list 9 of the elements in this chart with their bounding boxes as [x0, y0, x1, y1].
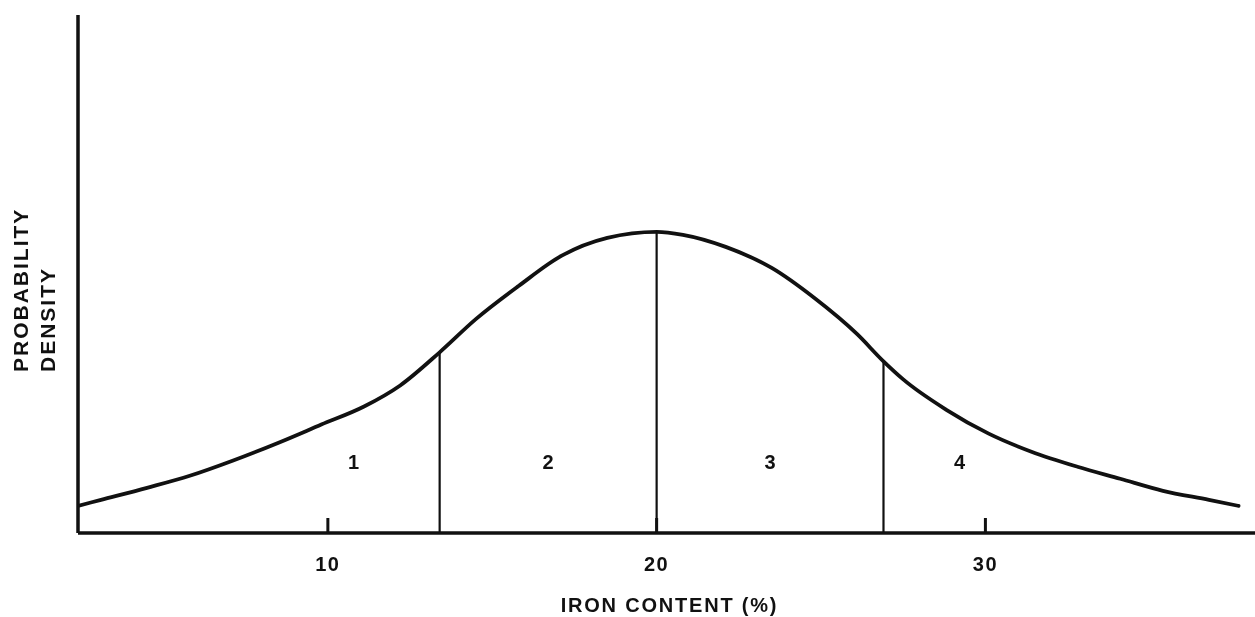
annotation: 2 [542, 451, 554, 473]
annotation: 4 [953, 451, 966, 473]
y-axis-title: PROBABILITY DENSITY [9, 207, 59, 372]
x-tick-label: 10 [315, 553, 341, 576]
x-tick-label: 30 [972, 553, 999, 576]
x-axis-title: IRON CONTENT (%) [560, 594, 779, 616]
annotation: 3 [764, 451, 776, 473]
annotation: 1 [348, 451, 360, 473]
x-tick-label: 20 [644, 553, 670, 576]
